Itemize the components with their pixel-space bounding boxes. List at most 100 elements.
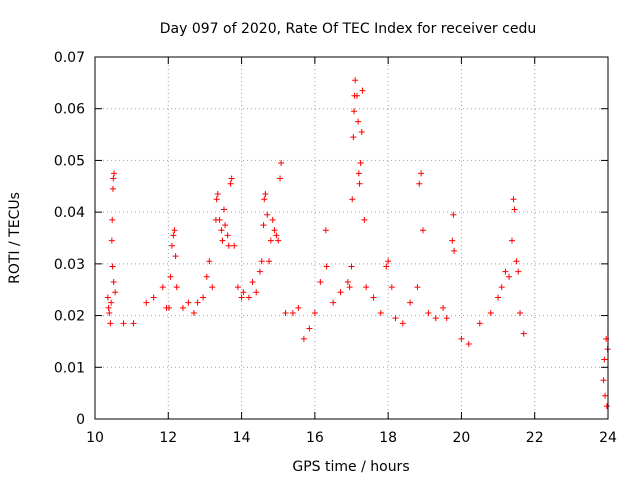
data-point <box>603 403 610 410</box>
data-point <box>179 304 186 311</box>
chart-title: Day 097 of 2020, Rate Of TEC Index for r… <box>160 21 536 37</box>
y-tick-label: 0.03 <box>54 257 85 273</box>
data-point <box>271 227 278 234</box>
data-point <box>194 299 201 306</box>
data-point <box>451 247 458 254</box>
data-point <box>111 170 118 177</box>
data-point <box>213 196 220 203</box>
y-tick-label: 0.01 <box>54 360 85 376</box>
data-point <box>109 216 116 223</box>
data-point <box>214 191 221 198</box>
axis-ticks <box>94 56 609 420</box>
data-point <box>353 92 360 99</box>
data-point <box>487 309 494 316</box>
data-point <box>425 309 432 316</box>
data-point <box>502 268 509 275</box>
data-point <box>168 242 175 249</box>
data-point <box>348 263 355 270</box>
plot-frame <box>94 56 609 420</box>
data-point <box>350 134 357 141</box>
x-tick-label: 24 <box>599 430 617 446</box>
data-point <box>432 315 439 322</box>
data-point <box>311 309 318 316</box>
data-point <box>238 294 245 301</box>
x-tick-label: 22 <box>526 430 544 446</box>
data-point <box>209 284 216 291</box>
data-point <box>476 320 483 327</box>
data-point <box>120 320 127 327</box>
data-point <box>495 294 502 301</box>
data-point <box>349 196 356 203</box>
data-point <box>601 356 608 363</box>
data-point <box>190 309 197 316</box>
x-tick-label: 18 <box>379 430 397 446</box>
data-point <box>222 222 229 229</box>
data-point <box>407 299 414 306</box>
data-point <box>357 160 364 167</box>
data-point <box>256 268 263 275</box>
data-point <box>173 284 180 291</box>
data-point <box>108 237 115 244</box>
data-point <box>330 299 337 306</box>
data-point <box>225 242 232 249</box>
data-point <box>295 304 302 311</box>
data-point <box>520 330 527 337</box>
data-point <box>370 294 377 301</box>
data-point <box>392 315 399 322</box>
data-point <box>277 175 284 182</box>
data-point <box>352 77 359 84</box>
data-point <box>234 284 241 291</box>
data-point <box>355 118 362 125</box>
data-point <box>346 284 353 291</box>
data-point <box>289 309 296 316</box>
data-point <box>150 294 157 301</box>
y-tick-label: 0.04 <box>54 205 85 221</box>
x-tick-labels: 10 12 14 16 18 20 22 24 <box>86 430 617 446</box>
data-point <box>203 273 210 280</box>
data-point <box>359 87 366 94</box>
y-tick-label: 0 <box>76 412 85 428</box>
data-point <box>172 253 179 260</box>
data-point <box>200 294 207 301</box>
data-point <box>317 278 324 285</box>
data-point <box>449 237 456 244</box>
data-point <box>337 289 344 296</box>
data-point <box>159 284 166 291</box>
data-point <box>112 289 119 296</box>
data-point <box>262 191 269 198</box>
data-point <box>107 320 114 327</box>
data-point <box>419 227 426 234</box>
data-point <box>388 284 395 291</box>
data-point <box>249 278 256 285</box>
data-point <box>513 258 520 265</box>
data-point <box>600 377 607 384</box>
x-tick-label: 20 <box>453 430 471 446</box>
data-point <box>351 108 358 115</box>
data-point <box>282 309 289 316</box>
x-tick-label: 14 <box>233 430 251 446</box>
data-point <box>260 222 267 229</box>
data-point <box>245 294 252 301</box>
data-point <box>104 294 111 301</box>
data-point <box>240 289 247 296</box>
data-point <box>264 211 271 218</box>
data-point <box>399 320 406 327</box>
data-point <box>106 309 113 316</box>
data-point <box>383 263 390 270</box>
data-point <box>167 273 174 280</box>
y-tick-label: 0.05 <box>54 153 85 169</box>
data-point <box>443 315 450 322</box>
data-point <box>498 284 505 291</box>
data-point <box>108 299 115 306</box>
y-tick-labels: 0 0.01 0.02 0.03 0.04 0.05 0.06 0.07 <box>54 50 85 428</box>
data-point <box>323 263 330 270</box>
y-tick-label: 0.02 <box>54 309 85 325</box>
y-axis-label: ROTI / TECUs <box>7 192 23 284</box>
data-point <box>278 160 285 167</box>
data-point <box>258 258 265 265</box>
x-tick-label: 10 <box>86 430 104 446</box>
data-point <box>218 227 225 234</box>
data-point <box>458 335 465 342</box>
x-tick-label: 16 <box>306 430 324 446</box>
